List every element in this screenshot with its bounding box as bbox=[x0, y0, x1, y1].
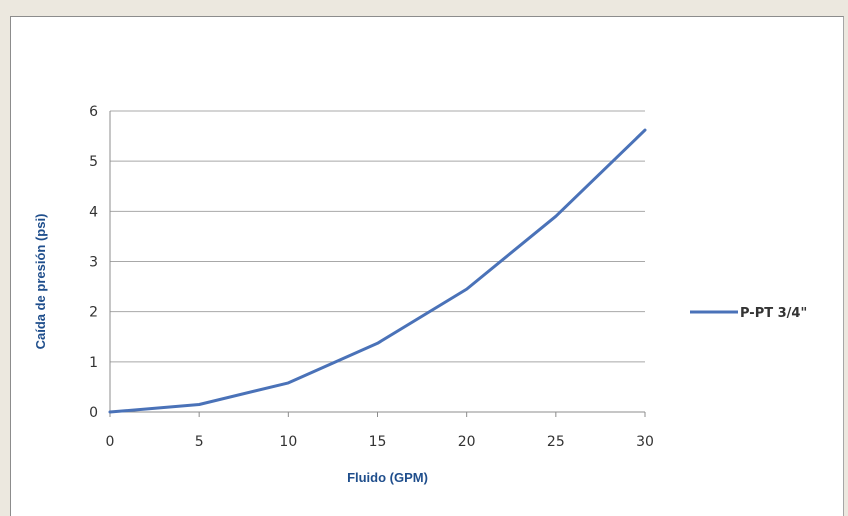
y-axis-title: Caída de presión (psi) bbox=[33, 214, 48, 350]
y-tick-label-1: 1 bbox=[89, 355, 98, 371]
series-line-0 bbox=[108, 128, 647, 414]
y-tick-label-5: 5 bbox=[89, 154, 98, 170]
legend: P-PT 3/4" bbox=[690, 306, 807, 321]
y-tick-label-3: 3 bbox=[89, 255, 98, 271]
x-tick-label-30: 30 bbox=[636, 434, 654, 450]
x-axis-title: Fluido (GPM) bbox=[347, 470, 428, 485]
x-tick-label-15: 15 bbox=[369, 434, 387, 450]
grid-lines bbox=[110, 110, 645, 363]
legend-label-0: P-PT 3/4" bbox=[740, 306, 807, 321]
tick-labels: 0 1 2 3 4 5 6 0 5 10 15 20 25 30 bbox=[89, 104, 654, 450]
y-tick-label-4: 4 bbox=[89, 204, 98, 220]
x-tick-label-25: 25 bbox=[547, 434, 565, 450]
y-tick-label-6: 6 bbox=[89, 104, 98, 120]
y-tick-label-2: 2 bbox=[89, 305, 98, 321]
chart-frame bbox=[10, 16, 844, 516]
x-tick-label-20: 20 bbox=[458, 434, 476, 450]
series-lines bbox=[108, 128, 647, 414]
x-tick-label-5: 5 bbox=[195, 434, 204, 450]
y-tick-label-0: 0 bbox=[89, 405, 98, 421]
x-tick-label-0: 0 bbox=[106, 434, 115, 450]
x-tick-label-10: 10 bbox=[279, 434, 297, 450]
axes bbox=[109, 111, 646, 417]
